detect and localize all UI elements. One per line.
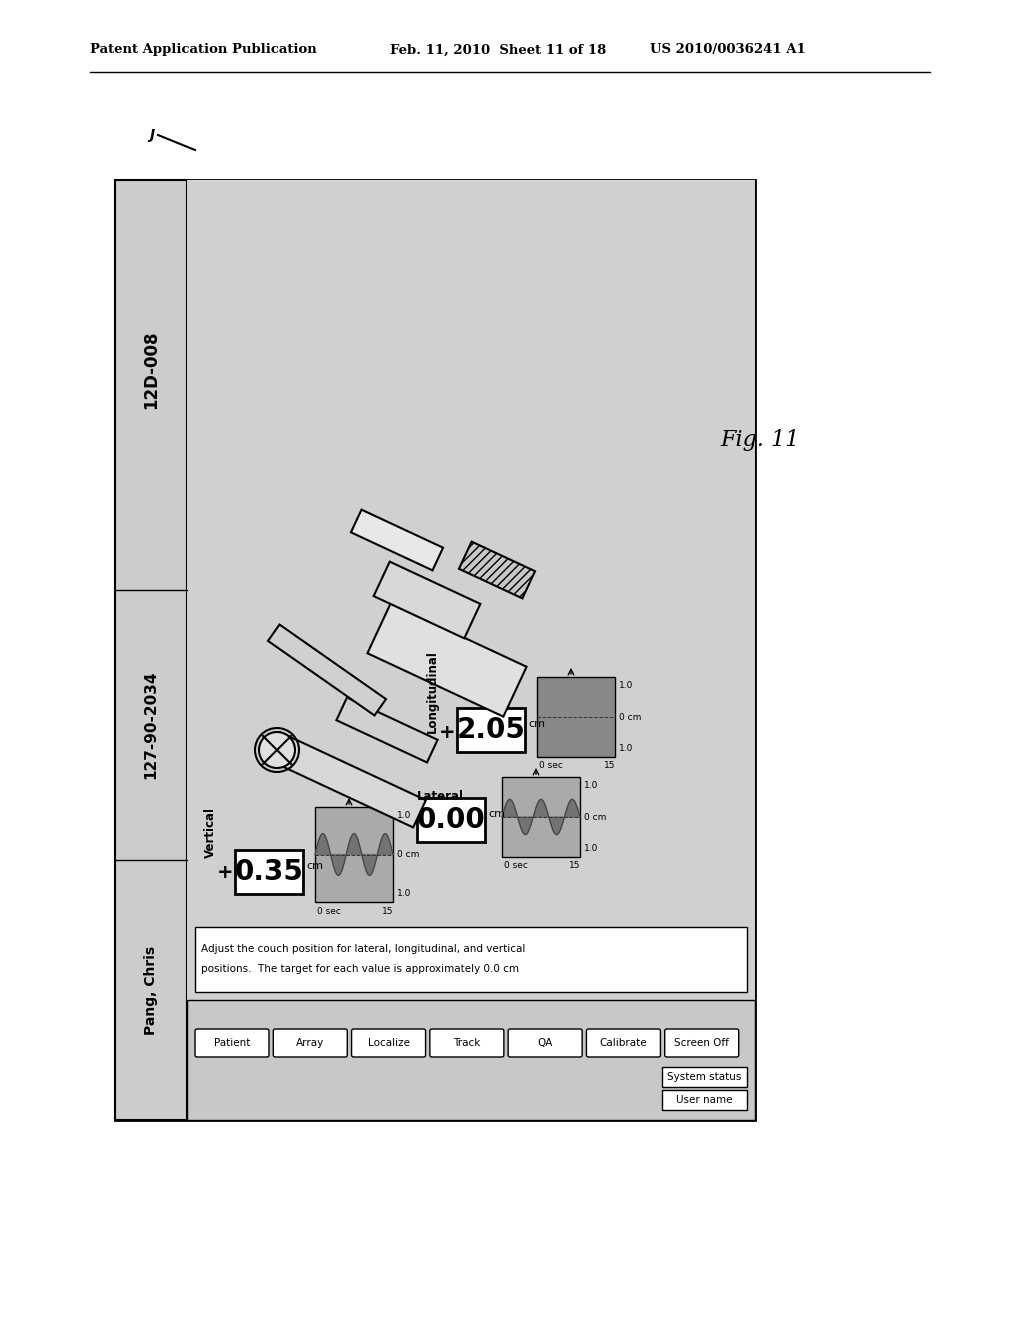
Text: 0 cm: 0 cm	[397, 850, 420, 859]
FancyBboxPatch shape	[195, 1030, 269, 1057]
Bar	[187, 180, 755, 1119]
Text: 15: 15	[569, 862, 581, 870]
Text: 0.35: 0.35	[234, 858, 303, 886]
Bar	[234, 850, 303, 894]
FancyBboxPatch shape	[351, 1030, 426, 1057]
Text: +: +	[217, 862, 233, 882]
Text: 1.0: 1.0	[584, 781, 598, 789]
Text: 1.0: 1.0	[397, 888, 412, 898]
Text: positions.  The target for each value is approximately 0.0 cm: positions. The target for each value is …	[201, 965, 519, 974]
FancyBboxPatch shape	[430, 1030, 504, 1057]
Bar	[417, 799, 485, 842]
FancyBboxPatch shape	[665, 1030, 738, 1057]
Bar	[115, 180, 187, 1119]
Text: Localize: Localize	[368, 1038, 410, 1048]
Text: 1.0: 1.0	[584, 843, 598, 853]
Text: J: J	[150, 128, 155, 143]
Bar	[537, 677, 615, 756]
Text: Longitudinal: Longitudinal	[426, 651, 438, 734]
Text: Array: Array	[296, 1038, 325, 1048]
Circle shape	[259, 733, 295, 768]
Polygon shape	[337, 697, 437, 763]
Text: cm: cm	[306, 861, 323, 871]
Text: Pang, Chris: Pang, Chris	[144, 945, 158, 1035]
Text: Track: Track	[454, 1038, 480, 1048]
Bar	[315, 807, 393, 902]
Polygon shape	[268, 624, 386, 715]
Bar	[662, 1090, 746, 1110]
Text: User name: User name	[676, 1096, 733, 1105]
Text: 15: 15	[604, 762, 615, 771]
Polygon shape	[374, 561, 480, 639]
Text: 0 sec: 0 sec	[317, 907, 341, 916]
Text: 1.0: 1.0	[618, 744, 634, 752]
Text: Fig. 11: Fig. 11	[720, 429, 800, 451]
Text: 0 sec: 0 sec	[504, 862, 528, 870]
Bar	[115, 180, 755, 1119]
Text: 0 cm: 0 cm	[618, 713, 641, 722]
Bar	[662, 1067, 746, 1086]
FancyBboxPatch shape	[273, 1030, 347, 1057]
Polygon shape	[459, 541, 536, 598]
Text: Feb. 11, 2010  Sheet 11 of 18: Feb. 11, 2010 Sheet 11 of 18	[390, 44, 606, 57]
Polygon shape	[351, 510, 443, 570]
FancyBboxPatch shape	[587, 1030, 660, 1057]
Text: 1.0: 1.0	[397, 810, 412, 820]
Text: Patent Application Publication: Patent Application Publication	[90, 44, 316, 57]
Polygon shape	[268, 733, 426, 828]
Text: 0 cm: 0 cm	[584, 813, 606, 821]
Text: Calibrate: Calibrate	[600, 1038, 647, 1048]
Text: cm: cm	[488, 809, 505, 818]
Bar	[195, 927, 746, 993]
Text: US 2010/0036241 A1: US 2010/0036241 A1	[650, 44, 806, 57]
Bar	[187, 1001, 755, 1119]
Text: 1.0: 1.0	[618, 681, 634, 690]
Text: Lateral: Lateral	[417, 791, 464, 804]
Text: 15: 15	[382, 907, 394, 916]
Text: +: +	[438, 722, 456, 742]
Text: Screen Off: Screen Off	[674, 1038, 729, 1048]
Text: QA: QA	[538, 1038, 553, 1048]
Polygon shape	[368, 603, 526, 717]
Text: Vertical: Vertical	[204, 807, 216, 858]
Text: 0.00: 0.00	[417, 807, 485, 834]
Bar	[502, 777, 580, 857]
Text: 0 sec: 0 sec	[539, 762, 563, 771]
Bar	[457, 708, 525, 752]
Text: cm: cm	[528, 719, 545, 729]
Text: System status: System status	[668, 1072, 741, 1082]
Text: Patient: Patient	[214, 1038, 250, 1048]
Text: 12D-008: 12D-008	[142, 331, 160, 409]
Text: 2.05: 2.05	[457, 715, 525, 744]
FancyBboxPatch shape	[508, 1030, 582, 1057]
Text: 127-90-2034: 127-90-2034	[143, 671, 159, 779]
Text: Adjust the couch position for lateral, longitudinal, and vertical: Adjust the couch position for lateral, l…	[201, 945, 525, 954]
